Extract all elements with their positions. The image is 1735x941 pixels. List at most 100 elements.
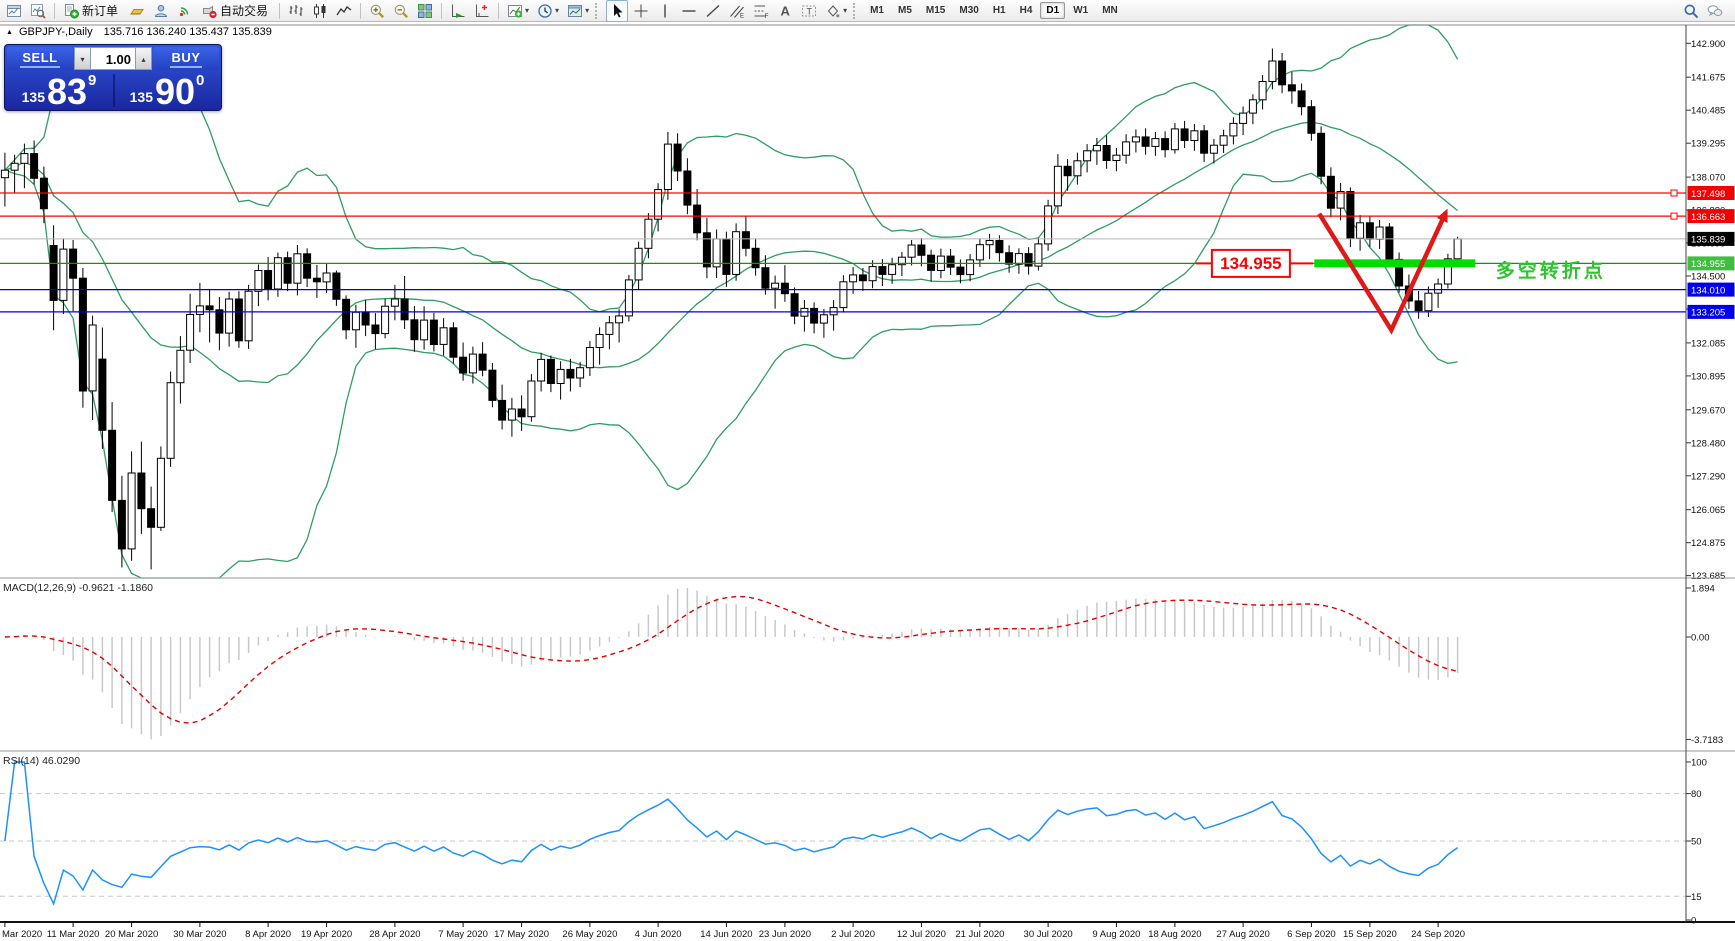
tick-chart-icon bbox=[31, 3, 46, 19]
svg-text:30 Mar 2020: 30 Mar 2020 bbox=[173, 929, 226, 940]
sell-price-prefix: 135 bbox=[21, 89, 45, 105]
periods-icon bbox=[538, 3, 552, 18]
vertical-line-button[interactable] bbox=[654, 0, 676, 22]
timeframe-m5-button[interactable]: M5 bbox=[898, 5, 912, 16]
svg-text:23 Jun 2020: 23 Jun 2020 bbox=[759, 929, 811, 940]
svg-text:F: F bbox=[765, 13, 769, 19]
rsi-panel: RSI(14) 46.02901008050150 bbox=[0, 755, 1707, 927]
crosshair-button[interactable] bbox=[630, 0, 652, 22]
cursor-button[interactable] bbox=[606, 0, 629, 22]
fibonacci-icon: F bbox=[754, 5, 769, 19]
svg-text:136.663: 136.663 bbox=[1691, 212, 1725, 223]
market-watch-button[interactable] bbox=[126, 0, 148, 22]
v-arrow-annotation[interactable] bbox=[1317, 208, 1448, 335]
svg-text:15 Sep 2020: 15 Sep 2020 bbox=[1343, 929, 1397, 940]
indicators-button[interactable]: ▾ bbox=[504, 0, 532, 22]
svg-text:134.500: 134.500 bbox=[1691, 272, 1725, 283]
timeframe-h1-button[interactable]: H1 bbox=[992, 5, 1006, 16]
horizontal-line-button[interactable] bbox=[678, 0, 700, 22]
hline-handle[interactable] bbox=[1670, 189, 1678, 197]
timeframe-m1-button[interactable]: M1 bbox=[870, 5, 884, 16]
note-annotation[interactable]: 多空转折点 bbox=[1496, 259, 1606, 282]
svg-text:28 Apr 2020: 28 Apr 2020 bbox=[369, 929, 420, 940]
new-order-icon bbox=[65, 3, 79, 18]
svg-text:12 Jul 2020: 12 Jul 2020 bbox=[897, 929, 946, 940]
timeframe-w1-button[interactable]: W1 bbox=[1073, 5, 1089, 16]
candlestick-mode-button[interactable] bbox=[309, 0, 331, 22]
indicators-icon bbox=[508, 4, 523, 18]
buy-label: BUY bbox=[169, 50, 203, 68]
sell-price[interactable]: 135 83 9 bbox=[5, 71, 113, 110]
timeframe-m30-button[interactable]: M30 bbox=[959, 5, 979, 16]
timeframe-h4-button[interactable]: H4 bbox=[1019, 5, 1033, 16]
volume-increase-button[interactable]: ▴ bbox=[135, 47, 152, 70]
line-chart-mode-button[interactable] bbox=[333, 0, 355, 22]
tile-windows-icon bbox=[418, 3, 433, 18]
volume-input[interactable]: 1.00 bbox=[91, 47, 135, 70]
templates-icon bbox=[568, 4, 583, 17]
hline-handle[interactable] bbox=[1670, 212, 1678, 220]
svg-text:134.010: 134.010 bbox=[1691, 285, 1725, 296]
autotrading-button[interactable]: 自动交易 bbox=[198, 0, 274, 22]
toolbar: 新订单 自动交易 ▾ ▾ ▾ E F A T ▾ M1 M5 M15 M30 H1 H4 D1 W1 MN bbox=[0, 0, 1735, 22]
equidistant-channel-button[interactable]: E bbox=[726, 0, 748, 22]
volume-decrease-button[interactable]: ▾ bbox=[74, 47, 91, 70]
zoom-in-button[interactable] bbox=[366, 0, 388, 22]
line-chart-mode-icon bbox=[336, 5, 352, 15]
svg-text:141.675: 141.675 bbox=[1691, 73, 1725, 84]
date-axis[interactable]: Mar 2020 11 Mar 2020 20 Mar 2020 30 Mar 202… bbox=[2, 922, 1465, 940]
auto-scroll-button[interactable] bbox=[447, 0, 469, 22]
trendline-button[interactable] bbox=[702, 0, 724, 22]
shapes-dropdown-icon[interactable]: ▾ bbox=[843, 6, 848, 15]
price-tag-136.663: 136.663 bbox=[1687, 209, 1735, 224]
shapes-button[interactable]: ▾ bbox=[822, 0, 850, 22]
zoom-out-button[interactable] bbox=[390, 0, 412, 22]
timeframe-d1-button[interactable]: D1 bbox=[1040, 2, 1066, 19]
templates-dropdown-icon[interactable]: ▾ bbox=[585, 6, 590, 15]
periods-button[interactable]: ▾ bbox=[534, 0, 562, 22]
signals-icon bbox=[179, 6, 189, 16]
svg-text:140.485: 140.485 bbox=[1691, 106, 1725, 117]
svg-text:8 Apr 2020: 8 Apr 2020 bbox=[245, 929, 291, 940]
macd-signal-line bbox=[4, 595, 1458, 724]
price-axis[interactable]: 142.900141.675140.485139.295138.070136.8… bbox=[1686, 39, 1735, 582]
text-label-button[interactable]: T bbox=[798, 0, 820, 22]
svg-text:129.670: 129.670 bbox=[1691, 405, 1725, 416]
buy-price[interactable]: 135 90 0 bbox=[113, 71, 221, 110]
rsi-line bbox=[4, 761, 1459, 907]
sell-button[interactable]: SELL bbox=[7, 47, 73, 70]
candlestick-series bbox=[0, 48, 1462, 570]
svg-text:7 May 2020: 7 May 2020 bbox=[438, 929, 488, 940]
templates-button[interactable]: ▾ bbox=[564, 0, 592, 22]
fibonacci-button[interactable]: F bbox=[750, 0, 772, 22]
timeframe-m15-button[interactable]: M15 bbox=[925, 5, 946, 16]
timeframe-mn-button[interactable]: MN bbox=[1102, 5, 1118, 16]
buy-button[interactable]: BUY bbox=[153, 47, 219, 70]
svg-text:128.480: 128.480 bbox=[1691, 438, 1725, 449]
svg-text:4 Jun 2020: 4 Jun 2020 bbox=[635, 929, 682, 940]
buy-price-big: 90 bbox=[154, 71, 196, 113]
tile-windows-button[interactable] bbox=[414, 0, 436, 22]
periods-dropdown-icon[interactable]: ▾ bbox=[555, 6, 560, 15]
bollinger-middle bbox=[4, 121, 1459, 384]
signals-button[interactable] bbox=[174, 0, 196, 22]
svg-text:17 May 2020: 17 May 2020 bbox=[494, 929, 549, 940]
chat-button[interactable] bbox=[1704, 0, 1726, 22]
bar-chart-mode-button[interactable] bbox=[285, 0, 307, 22]
svg-text:124.875: 124.875 bbox=[1691, 538, 1725, 549]
measure-label[interactable]: 134.955 bbox=[1195, 248, 1313, 278]
new-order-button[interactable]: 新订单 bbox=[60, 0, 124, 22]
new-chart-window-button[interactable] bbox=[3, 0, 25, 22]
chart-area: 134.955 多空转折点 MACD(12,26,9) -0.9621 -1.186… bbox=[0, 22, 1735, 941]
svg-text:139.295: 139.295 bbox=[1691, 139, 1725, 150]
cursor-icon bbox=[614, 3, 623, 17]
new-order-label: 新订单 bbox=[82, 4, 119, 18]
text-button[interactable]: A bbox=[774, 0, 796, 22]
chart-shift-button[interactable] bbox=[471, 0, 493, 22]
indicators-dropdown-icon[interactable]: ▾ bbox=[525, 6, 530, 15]
bollinger-bands bbox=[4, 24, 1459, 579]
tick-chart-button[interactable] bbox=[27, 0, 49, 22]
chart-shift-icon bbox=[476, 4, 489, 17]
data-window-button[interactable] bbox=[150, 0, 172, 22]
search-button[interactable] bbox=[1680, 0, 1702, 22]
